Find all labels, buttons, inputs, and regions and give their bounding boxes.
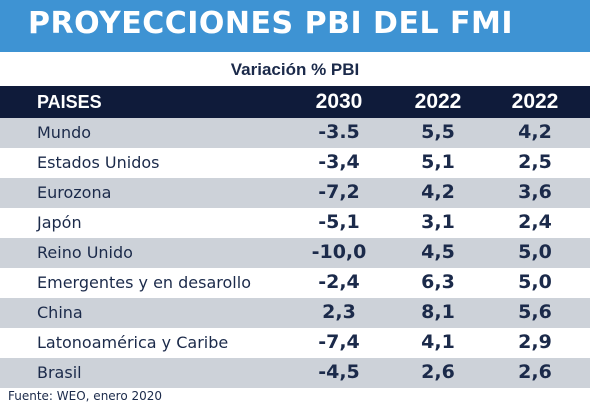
column-header-year-2: 2022 — [414, 90, 462, 113]
row-country-label: Estados Unidos — [37, 153, 160, 172]
row-value-col-3: 2,6 — [518, 361, 552, 383]
row-country-label: Reino Unido — [37, 243, 133, 262]
row-value-col-3: 2,5 — [518, 151, 552, 173]
row-value-col-2: 3,1 — [421, 211, 455, 233]
row-value-col-2: 5,5 — [421, 121, 455, 143]
row-value-col-1: -2,4 — [318, 271, 360, 293]
table-row: Brasil -4,5 2,6 2,6 — [0, 358, 590, 388]
row-value-col-3: 2,4 — [518, 211, 552, 233]
row-value-col-3: 4,2 — [518, 121, 552, 143]
table-row: Mundo -3.5 5,5 4,2 — [0, 118, 590, 148]
row-country-label: Japón — [37, 213, 82, 232]
row-value-col-2: 5,1 — [421, 151, 455, 173]
row-country-label: Mundo — [37, 123, 92, 142]
column-header-countries: PAISES — [37, 92, 102, 112]
column-header-bar — [0, 86, 590, 118]
table-row: Latonoamérica y Caribe -7,4 4,1 2,9 — [0, 328, 590, 358]
subtitle-bar — [0, 52, 590, 86]
row-value-col-3: 5,0 — [518, 241, 552, 263]
row-value-col-3: 5,6 — [518, 301, 552, 323]
column-header-year-1: 2030 — [315, 90, 363, 113]
row-value-col-3: 3,6 — [518, 181, 552, 203]
row-value-col-2: 6,3 — [421, 271, 455, 293]
row-country-label: Emergentes y en desarollo — [37, 273, 251, 292]
row-value-col-3: 2,9 — [518, 331, 552, 353]
table-row: Japón -5,1 3,1 2,4 — [0, 208, 590, 238]
row-value-col-1: -10,0 — [311, 241, 367, 263]
row-value-col-2: 4,5 — [421, 241, 455, 263]
row-value-col-2: 2,6 — [421, 361, 455, 383]
row-value-col-1: -4,5 — [318, 361, 360, 383]
row-value-col-1: -3.5 — [318, 121, 360, 143]
table-row: Eurozona -7,2 4,2 3,6 — [0, 178, 590, 208]
table-row: China 2,3 8,1 5,6 — [0, 298, 590, 328]
row-country-label: China — [37, 303, 83, 322]
table-row: Reino Unido -10,0 4,5 5,0 — [0, 238, 590, 268]
title-bar — [0, 0, 590, 52]
table-subtitle: Variación % PBI — [230, 60, 360, 79]
row-value-col-3: 5,0 — [518, 271, 552, 293]
row-country-label: Eurozona — [37, 183, 112, 202]
row-country-label: Brasil — [37, 363, 82, 382]
row-country-label: Latonoamérica y Caribe — [37, 333, 229, 352]
row-value-col-2: 4,2 — [421, 181, 455, 203]
source-note: Fuente: WEO, enero 2020 — [8, 389, 163, 403]
row-value-col-1: -7,4 — [318, 331, 360, 353]
row-value-col-1: 2,3 — [322, 301, 356, 323]
row-value-col-1: -7,2 — [318, 181, 360, 203]
column-header-year-3: 2022 — [511, 90, 559, 113]
row-value-col-1: -5,1 — [318, 211, 360, 233]
table-title: PROYECCIONES PBI DEL FMI — [28, 6, 514, 41]
row-value-col-1: -3,4 — [318, 151, 360, 173]
row-value-col-2: 4,1 — [421, 331, 455, 353]
table-row: Estados Unidos -3,4 5,1 2,5 — [0, 148, 590, 178]
table-row: Emergentes y en desarollo -2,4 6,3 5,0 — [0, 268, 590, 298]
row-value-col-2: 8,1 — [421, 301, 455, 323]
